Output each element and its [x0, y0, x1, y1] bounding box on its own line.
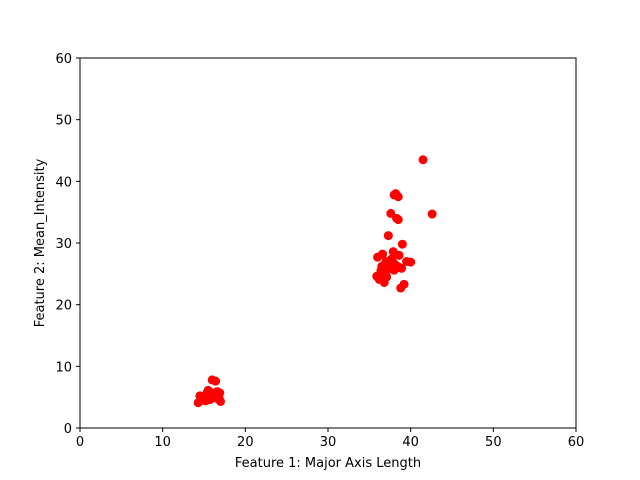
data-point [387, 254, 397, 264]
data-point [215, 388, 225, 398]
data-point [397, 239, 407, 249]
y-tick-label: 50 [55, 114, 72, 129]
data-point [394, 250, 404, 260]
y-tick-label: 10 [55, 360, 72, 375]
x-axis-label: Feature 1: Major Axis Length [235, 456, 421, 471]
data-point [375, 270, 385, 280]
x-axis: 0 10 20 30 40 50 60 [76, 428, 584, 450]
x-tick-label: 10 [154, 435, 171, 450]
data-point [203, 385, 213, 395]
data-point [418, 155, 428, 165]
x-tick-label: 0 [76, 435, 84, 450]
data-point [378, 249, 388, 259]
x-tick-label: 40 [402, 435, 419, 450]
data-point [211, 376, 221, 386]
data-point [427, 209, 437, 219]
data-point [399, 279, 409, 289]
points-layer [193, 155, 437, 408]
x-tick-label: 20 [237, 435, 254, 450]
y-tick-label: 40 [55, 175, 72, 190]
data-point [393, 215, 403, 225]
y-tick-label: 30 [55, 237, 72, 252]
y-tick-label: 0 [64, 422, 72, 437]
data-point [197, 394, 207, 404]
y-axis-label: Feature 2: Mean_Intensity [33, 158, 48, 327]
data-point [406, 257, 416, 267]
x-tick-label: 60 [568, 435, 585, 450]
y-tick-label: 60 [55, 52, 72, 67]
data-point [397, 263, 407, 273]
x-tick-label: 30 [320, 435, 337, 450]
y-axis: 0 10 20 30 40 50 60 [55, 52, 80, 437]
y-tick-label: 20 [55, 299, 72, 314]
x-tick-label: 50 [485, 435, 502, 450]
plot-frame [79, 57, 577, 429]
data-point [383, 231, 393, 241]
data-point [393, 192, 403, 202]
